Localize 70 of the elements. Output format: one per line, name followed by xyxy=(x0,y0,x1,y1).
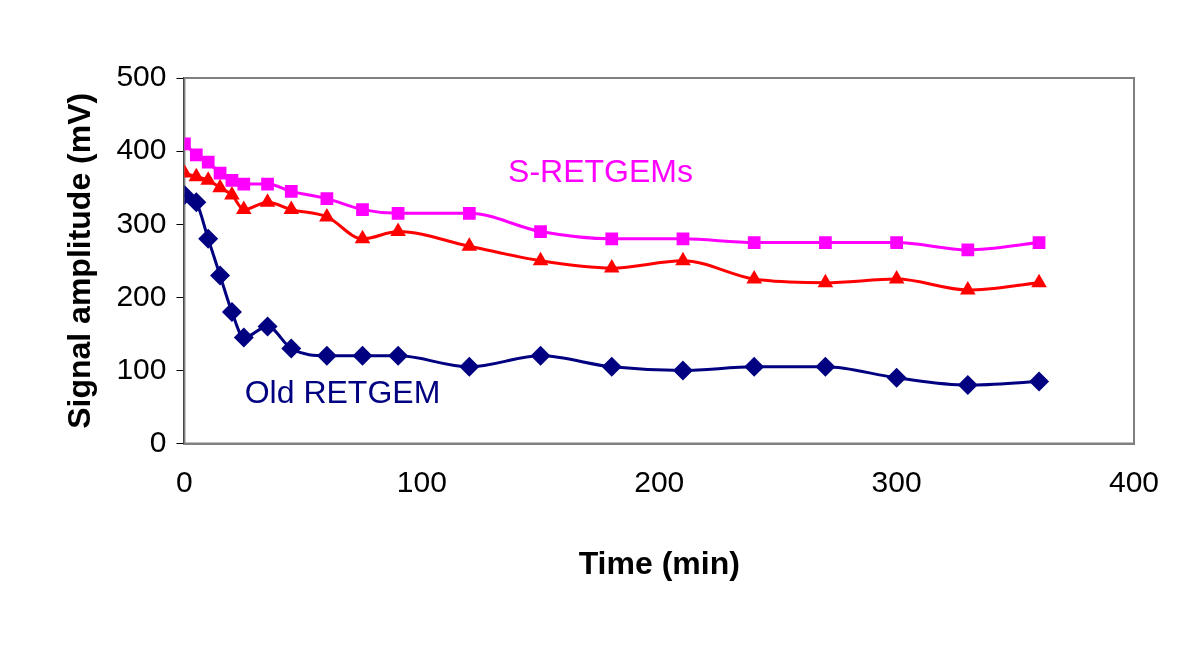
point xyxy=(284,184,298,198)
point xyxy=(957,375,978,396)
point xyxy=(388,345,409,366)
point xyxy=(815,356,836,377)
y-tick-label: 100 xyxy=(116,351,167,385)
point xyxy=(459,356,480,377)
y-tick-label: 500 xyxy=(116,59,167,93)
point xyxy=(320,192,334,206)
point xyxy=(237,177,251,191)
point xyxy=(390,222,406,237)
point xyxy=(259,193,276,207)
point xyxy=(200,171,216,185)
point xyxy=(534,225,547,238)
x-tick-label: 200 xyxy=(634,464,685,498)
point xyxy=(198,228,219,249)
x-tick-label: 100 xyxy=(396,464,447,498)
point xyxy=(233,327,254,348)
point xyxy=(746,270,762,284)
point xyxy=(1029,371,1050,392)
x-axis-title: Time (min) xyxy=(578,544,740,581)
point xyxy=(257,316,278,337)
point xyxy=(221,301,242,322)
point xyxy=(675,251,691,266)
y-tick-label: 300 xyxy=(116,205,167,239)
point xyxy=(283,200,300,215)
point xyxy=(356,203,369,216)
point xyxy=(601,356,622,377)
point xyxy=(1032,236,1046,249)
point xyxy=(888,270,905,284)
point xyxy=(960,281,976,295)
point xyxy=(189,148,203,162)
point xyxy=(817,273,834,288)
point xyxy=(212,178,228,193)
y-tick-label: 200 xyxy=(116,278,167,312)
point xyxy=(319,207,335,222)
x-tick-label: 0 xyxy=(176,464,193,498)
point xyxy=(462,206,476,220)
point xyxy=(886,367,907,388)
y-tick-label: 0 xyxy=(149,424,167,458)
point xyxy=(532,251,549,266)
point xyxy=(961,243,975,257)
point xyxy=(186,192,207,213)
point xyxy=(672,360,693,381)
point xyxy=(201,155,215,169)
point xyxy=(391,206,405,220)
point xyxy=(352,345,373,366)
series-label: Old RETGEM xyxy=(244,373,441,410)
point xyxy=(316,345,337,366)
point xyxy=(530,345,551,366)
point xyxy=(461,237,478,251)
point xyxy=(261,177,274,191)
point xyxy=(890,236,903,249)
y-axis-title: Signal amplitude (mV) xyxy=(61,92,98,429)
point xyxy=(605,232,619,246)
point xyxy=(224,185,240,200)
point xyxy=(819,236,832,249)
point xyxy=(1031,273,1047,288)
point xyxy=(744,356,765,377)
series-label: S-RETGEMs xyxy=(508,153,693,190)
point xyxy=(354,229,371,244)
point xyxy=(225,174,239,187)
x-tick-label: 400 xyxy=(1108,464,1160,498)
y-tick-label: 400 xyxy=(116,132,167,166)
point xyxy=(236,200,252,215)
point xyxy=(603,259,620,273)
point xyxy=(747,236,761,249)
point xyxy=(188,167,205,182)
point xyxy=(210,265,231,286)
point xyxy=(281,338,302,359)
x-tick-label: 300 xyxy=(871,464,922,498)
